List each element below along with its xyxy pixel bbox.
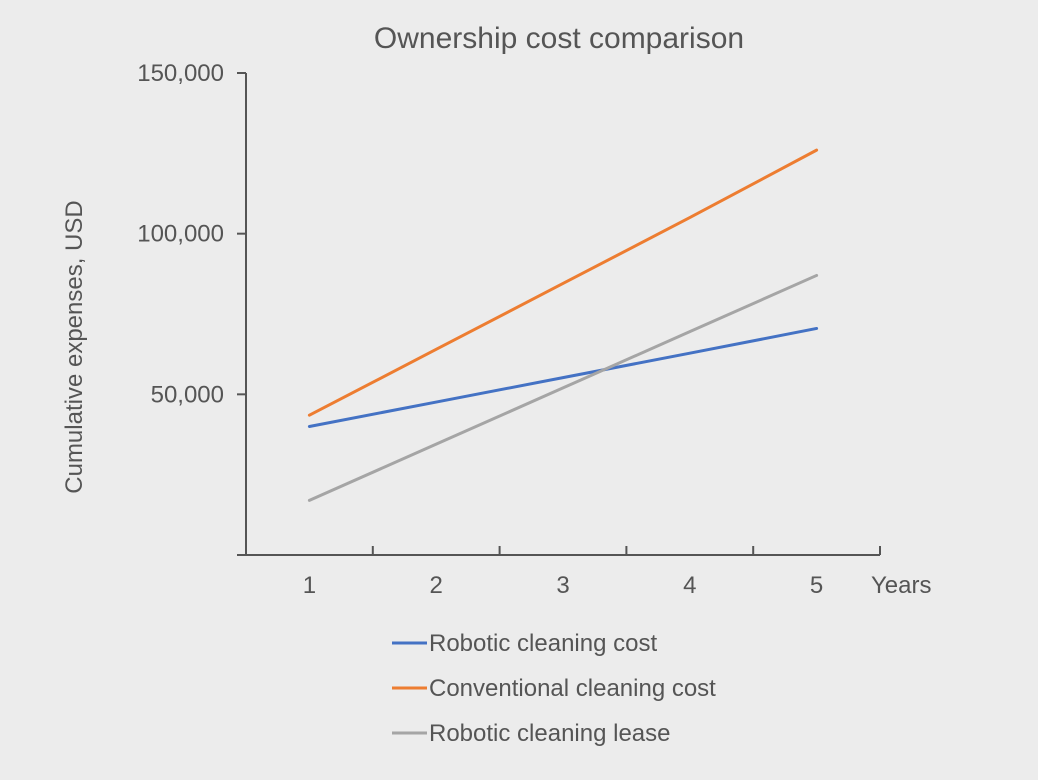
legend: Robotic cleaning cost Conventional cleani…: [392, 630, 716, 747]
x-tick-label: 3: [556, 572, 569, 599]
series-line-1: [307, 326, 819, 428]
x-tick-label: 4: [683, 572, 696, 599]
x-tick-label: 5: [810, 572, 823, 599]
series-line-2: [307, 148, 819, 417]
legend-label-3: Robotic cleaning lease: [429, 720, 671, 747]
legend-label-1: Robotic cleaning cost: [429, 630, 657, 657]
x-tick-label: 1: [303, 572, 316, 599]
x-axis-label: Years: [871, 572, 932, 599]
y-axis-label: Cumulative expenses, USD: [61, 200, 88, 493]
y-tick-label: 100,000: [137, 221, 224, 248]
x-tick-label: 2: [430, 572, 443, 599]
y-tick-label: 50,000: [151, 381, 224, 408]
legend-label-2: Conventional cleaning cost: [429, 675, 716, 702]
series-line-3: [307, 273, 819, 502]
chart-title: Ownership cost comparison: [374, 22, 744, 55]
y-tick-label: 150,000: [137, 60, 224, 87]
